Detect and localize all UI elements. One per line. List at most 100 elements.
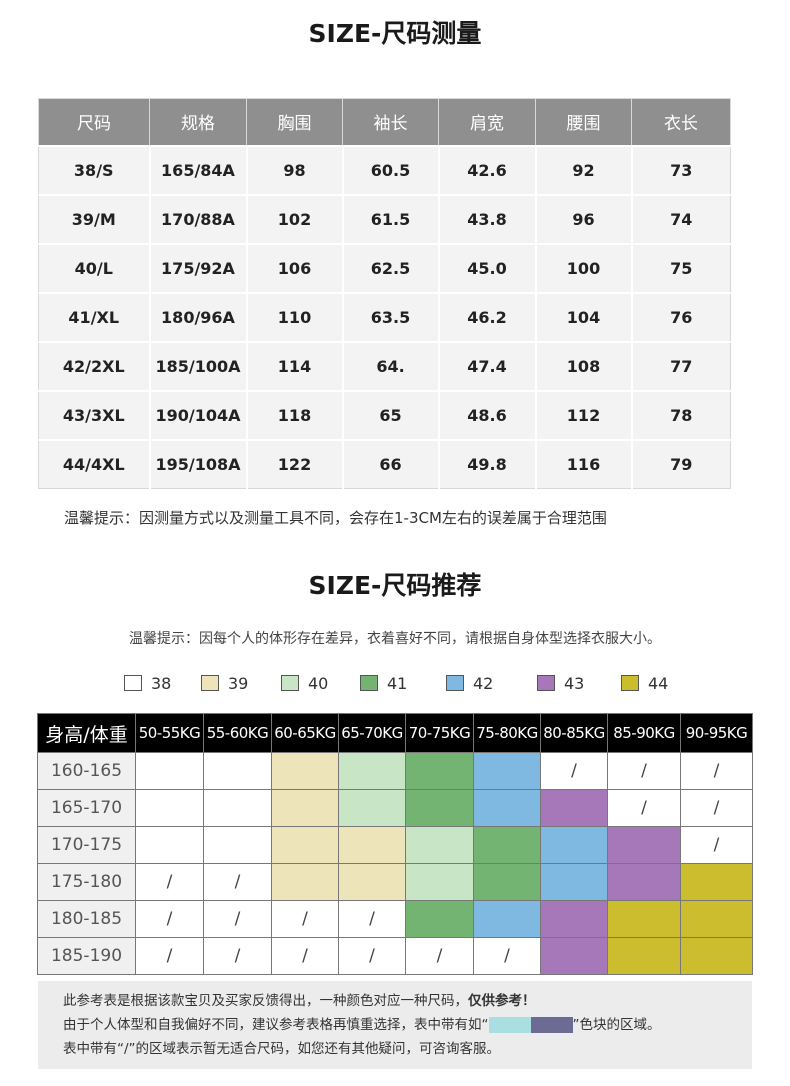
table-cell: 42.6: [437, 144, 537, 196]
empty-cell: [203, 826, 272, 864]
table-cell: 195/108A: [148, 438, 248, 489]
height-row: 170-175 /: [37, 826, 753, 864]
grid-header-row: 身高/体重 50-55KG 55-60KG 60-65KG 65-70KG 70-75KG…: [37, 713, 753, 753]
legend-item: 39: [201, 674, 248, 693]
size-39-cell: [338, 863, 406, 901]
no-size-cell: /: [203, 937, 272, 975]
column-header: 胸围: [246, 98, 343, 146]
table-cell: 40/L: [38, 242, 151, 294]
size-39-cell: [271, 863, 339, 901]
legend-swatch: [124, 675, 142, 691]
weight-column-header: 90-95KG: [680, 713, 753, 753]
no-size-cell: /: [135, 937, 204, 975]
legend-item: 40: [281, 674, 328, 693]
table-row: 40/L 175/92A 106 62.5 45.0 100 75: [38, 242, 731, 294]
table-cell: 64.: [341, 340, 440, 392]
table-row: 41/XL 180/96A 110 63.5 46.2 104 76: [38, 291, 731, 343]
legend-item: 44: [621, 673, 669, 693]
size-44-cell: [607, 900, 681, 938]
legend-swatch: [201, 675, 219, 691]
size-44-cell: [680, 937, 753, 975]
table-cell: 122: [245, 438, 344, 489]
size-43-cell: [540, 900, 608, 938]
size-44-cell: [607, 937, 681, 975]
table-cell: 45.0: [437, 242, 537, 294]
notice-emphasis: 仅供参考！: [468, 993, 536, 1009]
legend-swatch: [537, 675, 555, 691]
table-cell: 175/92A: [148, 242, 248, 294]
reference-notice: 此参考表是根据该款宝贝及买家反馈得出，一种颜色对应一种尺码，仅供参考！ 由于个人…: [38, 981, 752, 1069]
legend-swatch: [281, 675, 299, 691]
table-cell: 180/96A: [148, 291, 248, 343]
size-39-cell: [271, 789, 339, 827]
column-header: 肩宽: [438, 98, 536, 146]
no-size-cell: /: [338, 900, 406, 938]
table-cell: 92: [534, 144, 633, 196]
no-size-cell: /: [135, 863, 204, 901]
column-header: 规格: [149, 98, 247, 146]
weight-column-header: 55-60KG: [203, 713, 272, 753]
empty-cell: [135, 826, 204, 864]
size-43-cell: [540, 937, 608, 975]
column-header: 衣长: [631, 98, 731, 146]
notice-text: 此参考表是根据该款宝贝及买家反馈得出，一种颜色对应一种尺码，: [63, 993, 468, 1009]
height-row: 160-165// /: [37, 752, 753, 790]
table-cell: 49.8: [437, 438, 537, 489]
table-cell: 112: [534, 389, 633, 441]
table-cell: 43/3XL: [38, 389, 151, 441]
no-size-cell: /: [607, 752, 681, 790]
height-label: 160-165: [37, 752, 136, 790]
table-cell: 110: [245, 291, 344, 343]
column-header: 腰围: [535, 98, 632, 146]
height-row: 185-190// / / / /: [37, 937, 753, 975]
size-42-cell: [473, 900, 541, 938]
example-color-chip: [488, 1017, 531, 1033]
table-row: 39/M 170/88A 102 61.5 43.8 96 74: [38, 193, 731, 245]
legend-label: 44: [648, 673, 669, 693]
notice-line-2: 由于个人体型和自我偏好不同，建议参考表格再慎重选择，表中带有如“ ”色块的区域。: [63, 1013, 752, 1037]
no-size-cell: /: [680, 752, 753, 790]
table-cell: 185/100A: [148, 340, 248, 392]
legend-swatch: [360, 675, 378, 691]
weight-column-header: 85-90KG: [607, 713, 681, 753]
size-42-cell: [473, 789, 541, 827]
size-42-cell: [540, 826, 608, 864]
size-41-cell: [405, 752, 474, 790]
table-cell: 79: [630, 438, 731, 489]
size-43-cell: [607, 863, 681, 901]
table-cell: 108: [534, 340, 633, 392]
height-label: 180-185: [37, 900, 136, 938]
size-41-cell: [473, 863, 541, 901]
size-41-cell: [405, 900, 474, 938]
legend-label: 42: [473, 673, 494, 693]
legend-item: 42: [446, 673, 494, 693]
table-cell: 65: [341, 389, 440, 441]
table-cell: 48.6: [437, 389, 537, 441]
size-40-cell: [338, 789, 406, 827]
size-40-cell: [405, 826, 474, 864]
table-cell: 100: [534, 242, 633, 294]
size-43-cell: [607, 826, 681, 864]
empty-cell: [135, 789, 204, 827]
height-label: 170-175: [37, 826, 136, 864]
table-cell: 46.2: [437, 291, 537, 343]
table-cell: 42/2XL: [38, 340, 151, 392]
no-size-cell: /: [271, 900, 339, 938]
no-size-cell: /: [607, 789, 681, 827]
table-cell: 77: [630, 340, 731, 392]
weight-column-header: 60-65KG: [271, 713, 339, 753]
table-cell: 78: [630, 389, 731, 441]
empty-cell: [203, 752, 272, 790]
table-cell: 74: [630, 193, 731, 245]
table-cell: 118: [245, 389, 344, 441]
table-row: 38/S 165/84A 98 60.5 42.6 92 73: [38, 144, 731, 196]
height-row: 175-180//: [37, 863, 753, 901]
legend-swatch: [446, 675, 464, 691]
table-cell: 76: [630, 291, 731, 343]
table-cell: 190/104A: [148, 389, 248, 441]
table-cell: 38/S: [38, 144, 151, 196]
legend-label: 41: [387, 673, 408, 693]
weight-column-header: 75-80KG: [473, 713, 541, 753]
no-size-cell: /: [473, 937, 541, 975]
column-header: 袖长: [342, 98, 439, 146]
